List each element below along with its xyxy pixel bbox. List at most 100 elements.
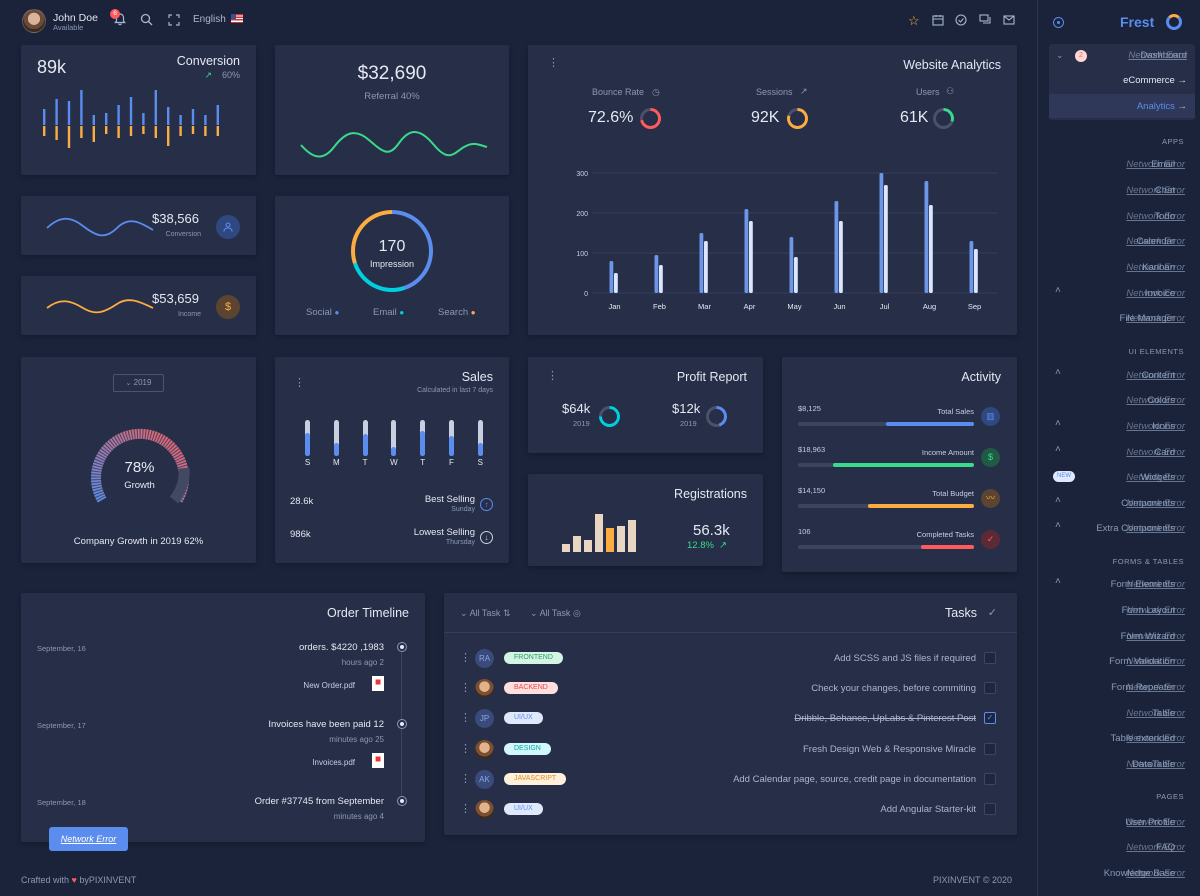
activity-progress-fill [886,422,974,426]
dashboard-item[interactable]: Dashboard Network Error [1128,50,1187,61]
sidebar-toggle-icon[interactable] [1053,17,1064,28]
task-drag-handle[interactable]: ⋮ [460,772,471,785]
activity-value: $18,963 [798,445,826,454]
year-dropdown[interactable]: ⌄ 2019 [113,374,164,392]
timeline-title: Order Timeline [327,606,409,620]
sidebar-item-extra-components[interactable]: ˄ Extra Components Network Error [1038,518,1200,540]
task-checkbox[interactable] [984,803,996,815]
filter-2-label: All Task [539,608,571,618]
sidebar-item-analytics[interactable]: Analytics → [1137,101,1187,112]
chevron-down-icon: ⌄ [530,608,538,618]
sidebar-item-invoice[interactable]: ˄ Invoice Network Error [1038,283,1200,305]
sidebar-item-error: Network Error [1126,759,1185,770]
footer-brand[interactable]: byPIXINVENT [79,875,137,885]
more-menu-icon[interactable]: ⋮ [294,377,305,389]
sidebar-item-form-repeater[interactable]: Form Repeater Network Error [1038,677,1200,699]
registrations-title: Registrations [674,487,747,501]
sidebar-item-label: Form Repeater [1111,682,1175,693]
sidebar-item-form-elements[interactable]: ˄ Form Elements Network Error [1038,574,1200,596]
trend-up-icon: ↗ [204,70,212,80]
sidebar-item-table[interactable]: Table Network Error [1038,703,1200,725]
chat-icon[interactable] [979,14,992,29]
sidebar-item-datatable[interactable]: DataTable Network Error [1038,754,1200,776]
sidebar-item-error: Network Error [1126,631,1185,642]
sidebar-item-calendar[interactable]: Calendar Network Error [1038,231,1200,253]
us-flag-icon [231,14,243,23]
timeline-entry-title: Order #37745 from September [254,796,384,807]
task-drag-handle[interactable]: ⋮ [460,712,471,725]
filter-dropdown-1[interactable]: ⌄ All Task ⇅ [460,608,510,619]
clock-icon: ◷ [652,87,660,97]
sidebar-item-email[interactable]: Email Network Error [1038,154,1200,176]
task-drag-handle[interactable]: ⋮ [460,742,471,755]
sidebar-item-label: Components [1121,498,1175,509]
sidebar-section-header: PAGES [1156,792,1184,801]
sidebar-item-error: Network Error [1126,236,1185,247]
sessions-ring [787,108,808,129]
check-icon[interactable]: ✓ [987,607,997,619]
star-icon[interactable]: ☆ [908,13,920,28]
fullscreen-icon[interactable] [168,14,180,29]
sidebar-item-todo[interactable]: Todo Network Error [1038,206,1200,228]
timeline-file-link[interactable]: Invoices.pdf [312,758,355,767]
sidebar-item-error: Network Error [1126,185,1185,196]
sidebar-item-label: Email [1151,159,1175,170]
more-menu-icon[interactable]: ⋮ [548,57,559,69]
impression-card: 170 Impression Social ● Email ● Search ● [275,196,509,335]
sidebar-item-content[interactable]: ˄ Content Network Error [1038,365,1200,387]
conversion-bar-up [204,115,207,125]
task-drag-handle[interactable]: ⋮ [460,682,471,695]
task-checkbox[interactable] [984,682,996,695]
task-checkbox[interactable] [984,742,996,755]
mail-icon[interactable] [1003,15,1015,28]
timeline-entry-title: orders. $4220 ,1983 [298,642,384,653]
network-error-button[interactable]: Network Error [49,827,128,851]
x-tick-label: Aug [923,302,936,311]
activity-icon: ✓ [981,530,1000,549]
sidebar-item-label: Content [1141,370,1175,381]
calendar-icon[interactable] [932,14,944,29]
sidebar-item-error: Network Error [1126,605,1185,616]
sidebar-item-widgets[interactable]: NEW Widgets Network Error [1038,467,1200,489]
task-drag-handle[interactable]: ⋮ [460,652,471,664]
sidebar-item-knowledge-base[interactable]: Knowledge Base Network Error [1038,863,1200,885]
sidebar-item-icons[interactable]: ˄ Icons Network Error [1038,416,1200,438]
sidebar-item-ecommerce[interactable]: eCommerce → [1123,75,1187,86]
search-icon[interactable] [140,13,153,29]
chevron-up-icon: ˄ [1055,418,1061,429]
task-checkbox[interactable]: ✓ [984,712,996,725]
sidebar-item-chat[interactable]: Chat Network Error [1038,180,1200,202]
brand-name[interactable]: Frest [1120,14,1155,30]
task-checkbox[interactable] [984,772,996,785]
user-icon: ⚇ [946,86,955,96]
check-circle-icon[interactable] [955,14,967,29]
sidebar-item-kanban[interactable]: Kanban Network Error [1038,257,1200,279]
task-drag-handle[interactable]: ⋮ [460,803,471,815]
sidebar-item-card[interactable]: ˄ Card Network Error [1038,442,1200,464]
task-tag: UI/UX [504,712,543,725]
conversion-bar-down [216,126,219,136]
sidebar-item-components[interactable]: ˄ Components Network Error [1038,493,1200,515]
user-name[interactable]: John Doe [53,12,98,24]
sidebar-item-form-layout[interactable]: Form Layout Network Error [1038,600,1200,622]
sidebar-item-faq[interactable]: FAQ Network Error [1038,837,1200,859]
chevron-up-icon: ˄ [1055,285,1061,296]
sidebar-item-table-extended[interactable]: Table extended Network Error [1038,728,1200,750]
x-tick-label: Feb [653,302,666,311]
language-selector[interactable]: English [193,14,226,25]
more-menu-icon[interactable]: ⋮ [547,370,558,382]
x-tick-label: Jul [880,302,890,311]
sidebar-item-file-manager[interactable]: File Manager Network Error [1038,308,1200,330]
sidebar-item-colors[interactable]: Colors Network Error [1038,390,1200,412]
avatar[interactable] [22,9,46,33]
task-checkbox[interactable] [984,652,996,664]
conversion-bar-up [105,113,108,125]
timeline-file-link[interactable]: New Order.pdf [303,681,355,690]
impression-ring-inner [355,214,429,288]
sidebar-item-user-profile[interactable]: User Profile Network Error [1038,812,1200,834]
filter-dropdown-2[interactable]: ⌄ All Task ◎ [530,608,581,619]
sidebar-item-error: Network Error [1126,211,1185,222]
sidebar-item-form-validation[interactable]: Form Validation Network Error [1038,651,1200,673]
sidebar-item-form-wizard[interactable]: Form Wizard Network Error [1038,626,1200,648]
arrow-right-icon: → [1177,75,1188,86]
